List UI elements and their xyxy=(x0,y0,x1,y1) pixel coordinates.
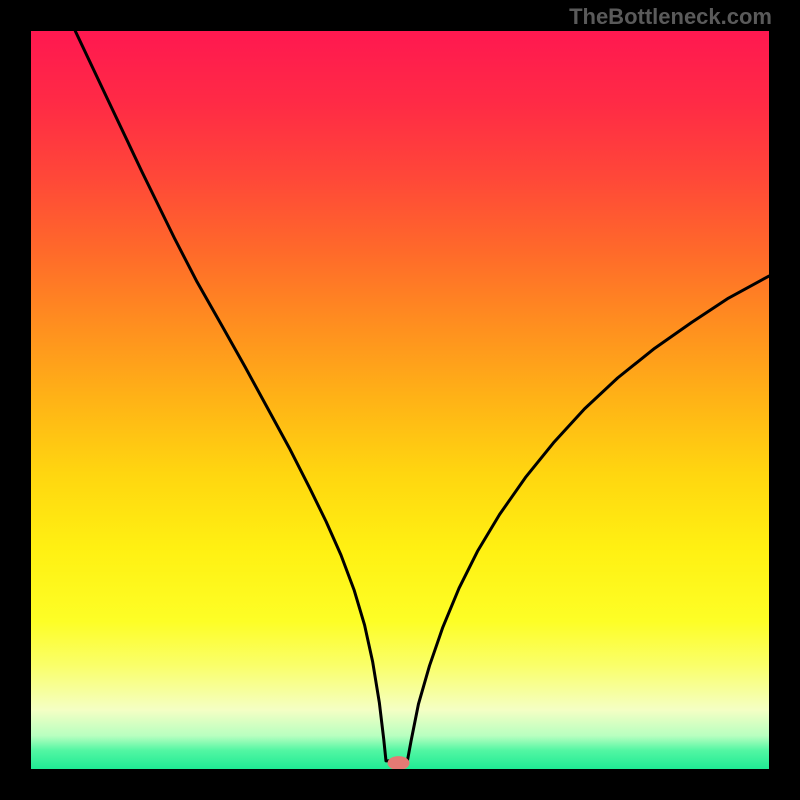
watermark-text: TheBottleneck.com xyxy=(569,4,772,30)
gradient-background xyxy=(31,31,769,769)
plot-area xyxy=(31,31,769,769)
chart-svg xyxy=(31,31,769,769)
